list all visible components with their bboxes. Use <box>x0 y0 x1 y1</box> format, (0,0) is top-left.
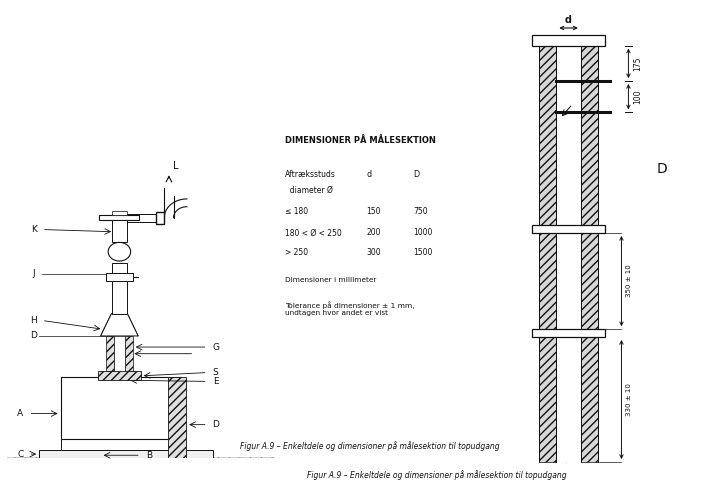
Bar <box>168 377 187 458</box>
Bar <box>114 336 125 372</box>
Text: ≤ 180: ≤ 180 <box>285 207 308 216</box>
Text: 1000: 1000 <box>414 228 433 238</box>
Text: d: d <box>366 170 371 179</box>
Text: 180 < Ø < 250: 180 < Ø < 250 <box>285 228 342 238</box>
Bar <box>61 439 181 450</box>
Text: 1500: 1500 <box>414 248 433 257</box>
Bar <box>39 450 213 458</box>
Text: Tolerance på dimensioner ± 1 mm,
undtagen hvor andet er vist: Tolerance på dimensioner ± 1 mm, undtage… <box>285 302 415 316</box>
Text: 175: 175 <box>633 56 642 71</box>
Text: 350 ± 10: 350 ± 10 <box>626 265 632 297</box>
Text: 330 ± 10: 330 ± 10 <box>626 383 632 416</box>
Bar <box>98 372 141 380</box>
Bar <box>99 214 139 220</box>
Bar <box>556 35 581 462</box>
Text: DIMENSIONER PÅ MÅLESEKTION: DIMENSIONER PÅ MÅLESEKTION <box>285 136 436 146</box>
Text: 200: 200 <box>366 228 381 238</box>
Text: 150: 150 <box>366 207 381 216</box>
Text: E: E <box>213 377 218 386</box>
Text: C: C <box>18 450 23 459</box>
Bar <box>112 263 127 314</box>
Text: > 250: > 250 <box>285 248 308 257</box>
Polygon shape <box>101 314 138 336</box>
Text: K: K <box>31 225 37 234</box>
Bar <box>106 273 133 281</box>
Text: 750: 750 <box>414 207 428 216</box>
Text: S: S <box>213 368 218 377</box>
Text: diameter Ø: diameter Ø <box>285 186 333 195</box>
Text: D: D <box>414 170 420 179</box>
Bar <box>581 35 598 462</box>
Text: L: L <box>173 161 178 171</box>
Text: 100: 100 <box>633 90 642 104</box>
Bar <box>532 225 605 233</box>
Bar <box>532 35 605 46</box>
Bar <box>112 211 127 214</box>
Bar <box>112 214 127 242</box>
Text: D: D <box>657 161 667 176</box>
Text: Dimensioner i millimeter: Dimensioner i millimeter <box>285 277 377 283</box>
Text: d: d <box>565 15 572 25</box>
Text: Figur A.9 – Enkeltdele og dimensioner på målesektion til topudgang: Figur A.9 – Enkeltdele og dimensioner på… <box>240 442 499 451</box>
Bar <box>539 35 556 462</box>
Bar <box>127 214 161 222</box>
Text: H: H <box>30 316 37 325</box>
Text: Figur A.9 – Enkeltdele og dimensioner på målesektion til topudgang: Figur A.9 – Enkeltdele og dimensioner på… <box>307 470 566 480</box>
Text: B: B <box>146 451 152 460</box>
Text: 300: 300 <box>366 248 381 257</box>
Text: D: D <box>213 420 219 429</box>
Text: G: G <box>212 343 219 351</box>
Text: A: A <box>18 409 23 418</box>
Bar <box>125 336 133 372</box>
Text: D: D <box>30 332 37 340</box>
Bar <box>106 336 114 372</box>
Text: Aftræksstuds: Aftræksstuds <box>285 170 336 179</box>
Bar <box>61 377 181 439</box>
Bar <box>156 212 164 224</box>
Text: J: J <box>32 269 35 279</box>
Bar <box>532 329 605 337</box>
